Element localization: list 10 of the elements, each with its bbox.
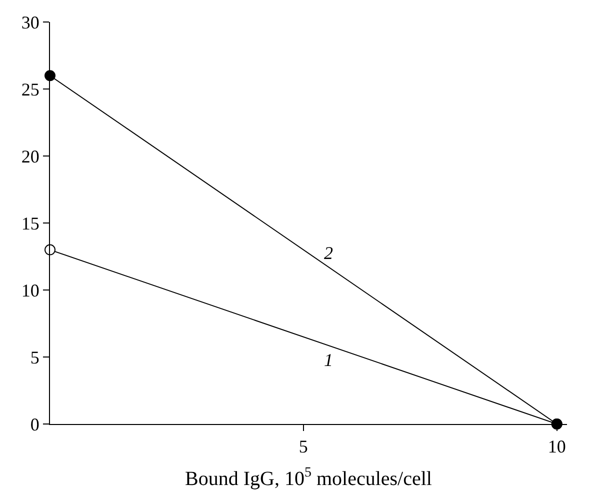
series-label: 2 <box>324 243 333 263</box>
series-label: 1 <box>324 350 333 370</box>
y-tick-label: 30 <box>21 12 40 32</box>
y-tick-label: 5 <box>30 347 40 368</box>
y-tick-label: 15 <box>21 213 40 234</box>
y-tick-label: 20 <box>21 146 40 166</box>
x-axis-title: Bound IgG, 10$^{5}$ molecules/cell <box>185 466 432 490</box>
y-tick-label: 10 <box>21 280 40 300</box>
y-tick-label: 0 <box>30 414 40 434</box>
y-tick-label: 25 <box>21 79 40 100</box>
